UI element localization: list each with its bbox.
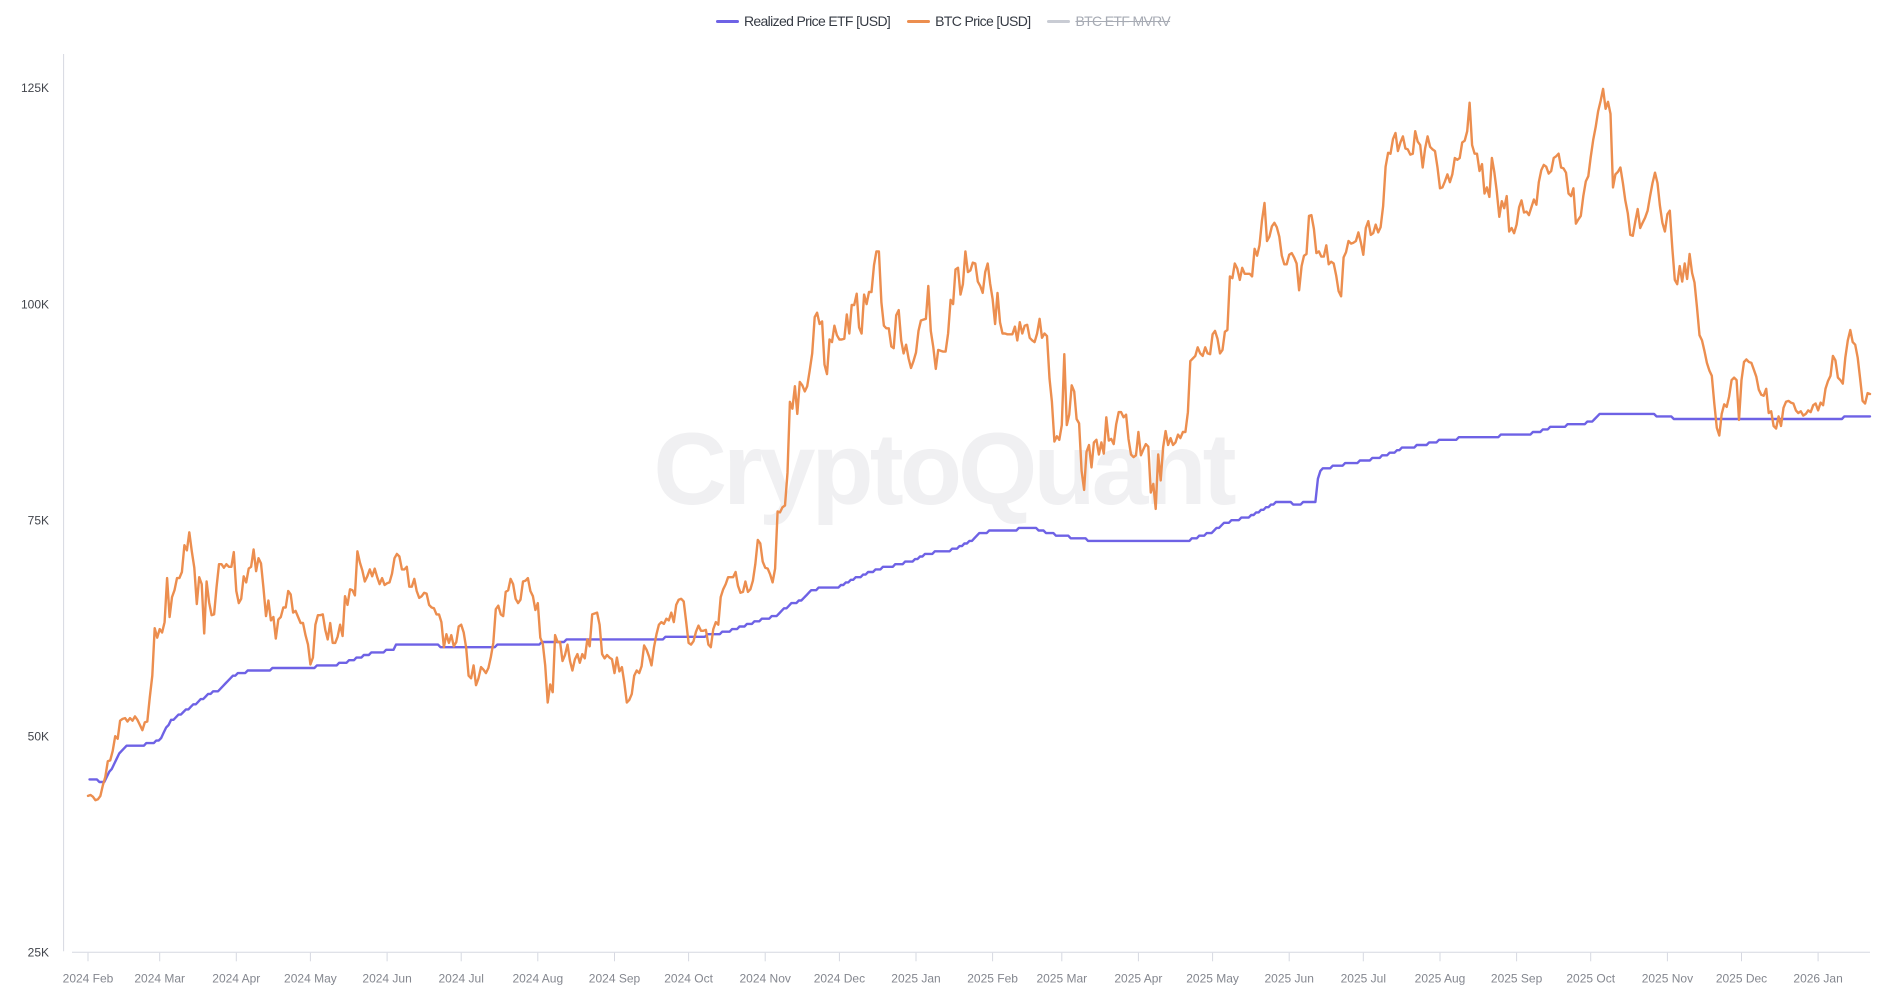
svg-text:2024 May: 2024 May: [284, 972, 337, 986]
svg-text:2025 Dec: 2025 Dec: [1716, 972, 1767, 986]
svg-text:75K: 75K: [28, 513, 49, 527]
svg-text:2024 Dec: 2024 Dec: [814, 972, 865, 986]
svg-text:2025 Nov: 2025 Nov: [1642, 972, 1693, 986]
svg-text:2024 Jul: 2024 Jul: [439, 972, 484, 986]
svg-text:2025 Oct: 2025 Oct: [1566, 972, 1615, 986]
svg-text:125K: 125K: [21, 81, 49, 95]
svg-text:2025 Mar: 2025 Mar: [1036, 972, 1087, 986]
svg-text:2025 Jun: 2025 Jun: [1265, 972, 1314, 986]
svg-text:2024 Jun: 2024 Jun: [362, 972, 411, 986]
svg-text:25K: 25K: [28, 946, 49, 960]
svg-text:2025 May: 2025 May: [1186, 972, 1239, 986]
svg-text:2025 Sep: 2025 Sep: [1491, 972, 1543, 986]
svg-text:2024 Aug: 2024 Aug: [512, 972, 563, 986]
svg-text:2025 Apr: 2025 Apr: [1114, 972, 1162, 986]
svg-text:2026 Jan: 2026 Jan: [1793, 972, 1842, 986]
svg-text:2024 Oct: 2024 Oct: [664, 972, 713, 986]
svg-text:2025 Jul: 2025 Jul: [1341, 972, 1386, 986]
svg-text:2024 Feb: 2024 Feb: [63, 972, 114, 986]
svg-text:2024 Mar: 2024 Mar: [134, 972, 185, 986]
svg-text:2025 Aug: 2025 Aug: [1415, 972, 1466, 986]
svg-text:2024 Nov: 2024 Nov: [740, 972, 791, 986]
svg-text:100K: 100K: [21, 297, 49, 311]
svg-text:2025 Jan: 2025 Jan: [891, 972, 940, 986]
svg-text:2025 Feb: 2025 Feb: [967, 972, 1018, 986]
svg-text:2024 Sep: 2024 Sep: [589, 972, 641, 986]
svg-text:50K: 50K: [28, 729, 49, 743]
svg-text:2024 Apr: 2024 Apr: [212, 972, 260, 986]
